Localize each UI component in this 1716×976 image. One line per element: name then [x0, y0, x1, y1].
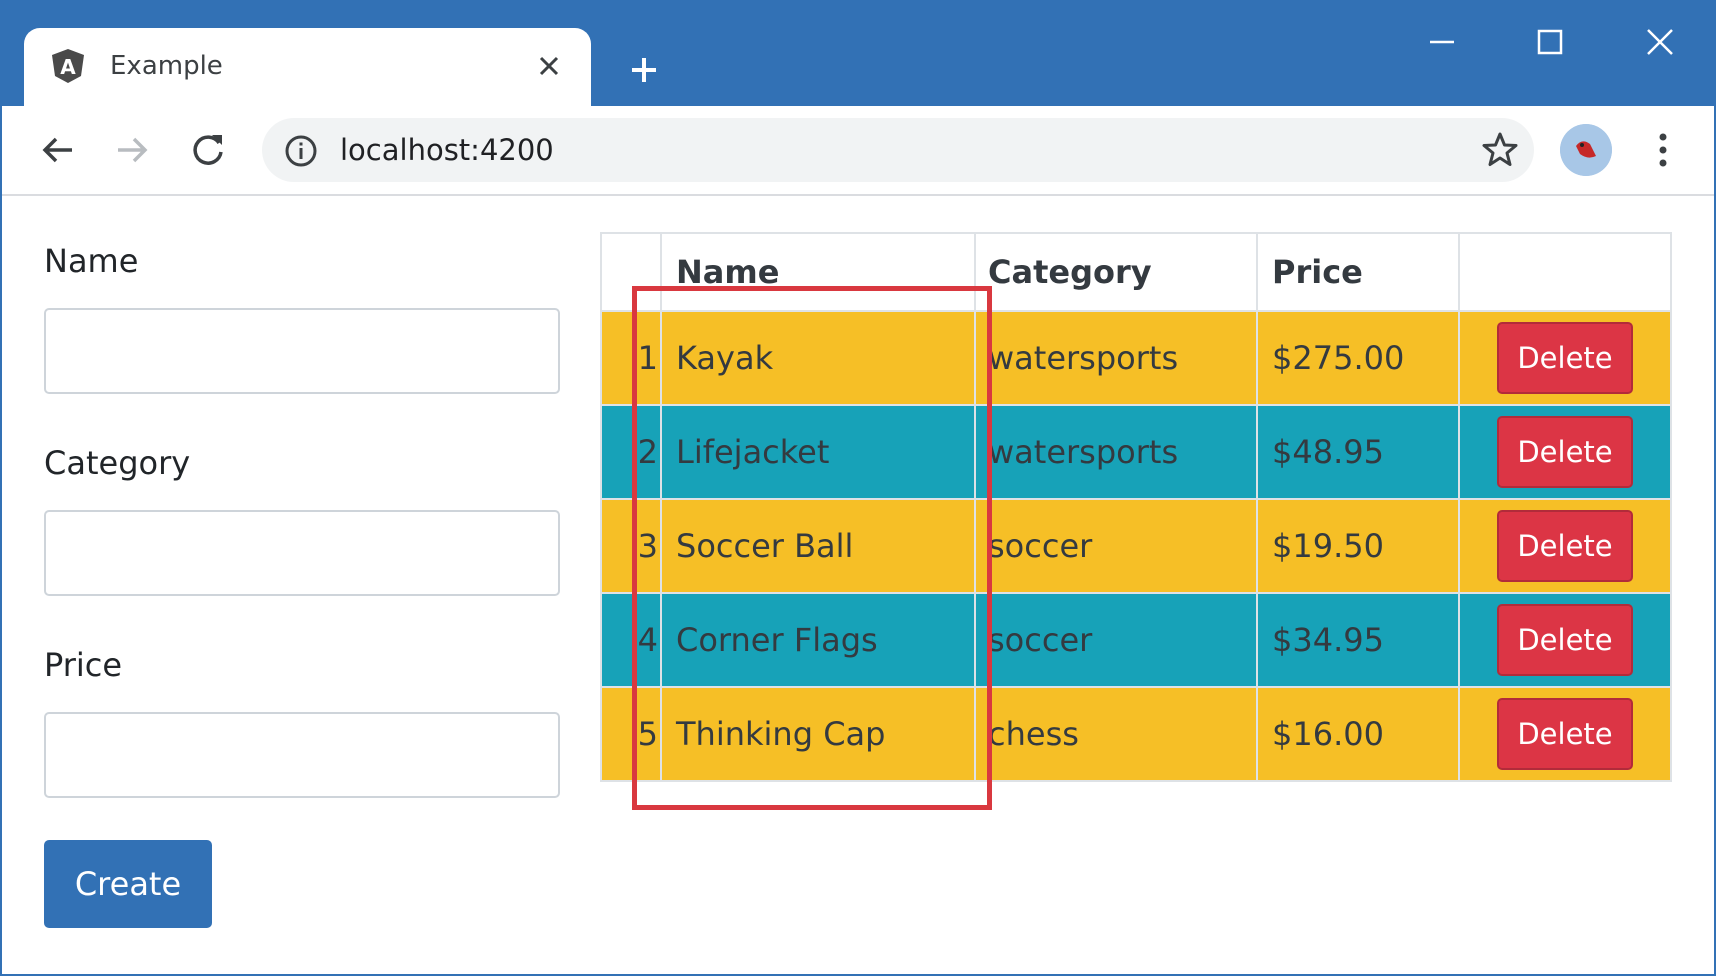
- more-vert-icon[interactable]: [1646, 128, 1680, 172]
- row-actions: Delete: [1458, 404, 1672, 500]
- table-header-row: Name Category Price: [600, 232, 1672, 312]
- bird-icon: [1560, 124, 1612, 176]
- row-price: $48.95: [1256, 404, 1460, 500]
- row-actions: Delete: [1458, 498, 1672, 594]
- row-category: watersports: [974, 310, 1258, 406]
- title-bar: A Example: [2, 2, 1714, 106]
- new-tab-icon[interactable]: [622, 48, 666, 92]
- header-actions: [1458, 232, 1672, 312]
- table-row: 5 Thinking Cap chess $16.00 Delete: [600, 686, 1672, 782]
- reload-icon[interactable]: [186, 128, 230, 172]
- bookmark-star-icon[interactable]: [1480, 130, 1520, 170]
- header-id: [600, 232, 662, 312]
- url-text[interactable]: localhost:4200: [340, 133, 554, 167]
- tab-title: Example: [110, 51, 223, 81]
- row-id: 3: [600, 498, 662, 594]
- angular-icon: A: [52, 49, 84, 83]
- delete-button[interactable]: Delete: [1497, 322, 1633, 394]
- table-row: 2 Lifejacket watersports $48.95 Delete: [600, 404, 1672, 500]
- row-name: Lifejacket: [660, 404, 976, 500]
- address-bar[interactable]: localhost:4200: [262, 118, 1534, 182]
- row-category: watersports: [974, 404, 1258, 500]
- row-price: $19.50: [1256, 498, 1460, 594]
- row-id: 2: [600, 404, 662, 500]
- info-icon[interactable]: [284, 134, 318, 168]
- close-window-icon[interactable]: [1638, 20, 1682, 64]
- row-price: $275.00: [1256, 310, 1460, 406]
- name-input[interactable]: [44, 308, 560, 394]
- row-category: soccer: [974, 498, 1258, 594]
- row-price: $34.95: [1256, 592, 1460, 688]
- delete-button[interactable]: Delete: [1497, 698, 1633, 770]
- header-price: Price: [1256, 232, 1460, 312]
- delete-button[interactable]: Delete: [1497, 416, 1633, 488]
- row-name: Thinking Cap: [660, 686, 976, 782]
- browser-toolbar: localhost:4200: [2, 106, 1714, 196]
- delete-button[interactable]: Delete: [1497, 510, 1633, 582]
- minimize-icon[interactable]: [1420, 20, 1464, 64]
- row-actions: Delete: [1458, 310, 1672, 406]
- price-label: Price: [44, 646, 123, 684]
- row-name: Soccer Ball: [660, 498, 976, 594]
- row-name: Corner Flags: [660, 592, 976, 688]
- profile-avatar[interactable]: [1560, 124, 1612, 176]
- category-input[interactable]: [44, 510, 560, 596]
- create-button[interactable]: Create: [44, 840, 212, 928]
- table-row: 1 Kayak watersports $275.00 Delete: [600, 310, 1672, 406]
- row-id: 1: [600, 310, 662, 406]
- products-table: Name Category Price 1 Kayak watersports …: [600, 232, 1672, 782]
- table-row: 4 Corner Flags soccer $34.95 Delete: [600, 592, 1672, 688]
- row-actions: Delete: [1458, 592, 1672, 688]
- header-category: Category: [974, 232, 1258, 312]
- row-id: 4: [600, 592, 662, 688]
- row-actions: Delete: [1458, 686, 1672, 782]
- row-category: chess: [974, 686, 1258, 782]
- page-content: Name Category Price Create Name Category…: [2, 196, 1714, 974]
- table-row: 3 Soccer Ball soccer $19.50 Delete: [600, 498, 1672, 594]
- name-label: Name: [44, 242, 139, 280]
- forward-arrow-icon[interactable]: [110, 128, 154, 172]
- delete-button[interactable]: Delete: [1497, 604, 1633, 676]
- svg-text:A: A: [60, 55, 76, 79]
- row-price: $16.00: [1256, 686, 1460, 782]
- category-label: Category: [44, 444, 191, 482]
- price-input[interactable]: [44, 712, 560, 798]
- header-name: Name: [660, 232, 976, 312]
- row-name: Kayak: [660, 310, 976, 406]
- back-arrow-icon[interactable]: [36, 128, 80, 172]
- row-id: 5: [600, 686, 662, 782]
- row-category: soccer: [974, 592, 1258, 688]
- browser-tab[interactable]: A Example: [24, 28, 591, 106]
- tab-close-icon[interactable]: [531, 48, 567, 84]
- maximize-icon[interactable]: [1528, 20, 1572, 64]
